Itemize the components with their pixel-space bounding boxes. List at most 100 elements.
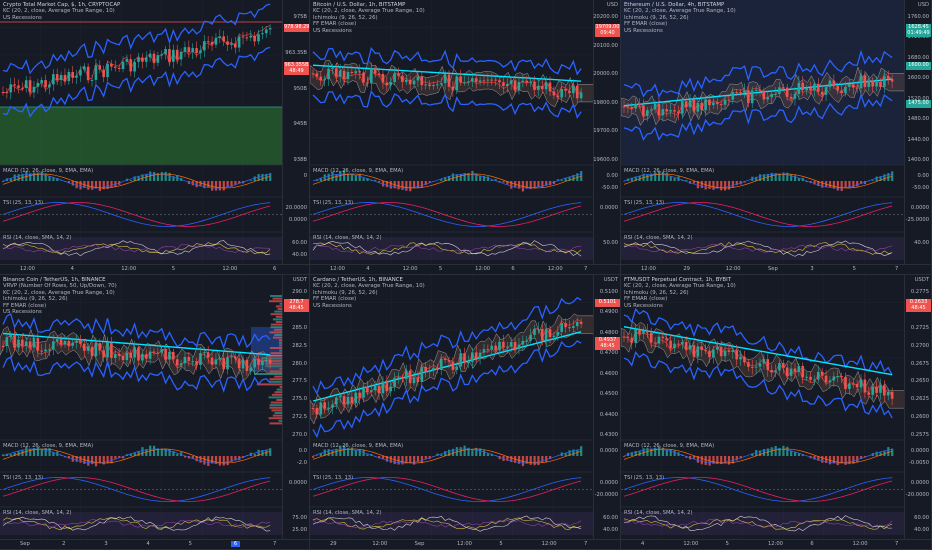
price-axis[interactable]: USDT 0.5100 0.4900 0.4800 0.4700 0.4600 0.4500…	[593, 275, 620, 549]
chart-panel-ftm[interactable]: FTMUSDT Perpetual Contract, 1h, BYBIT KC …	[621, 275, 932, 550]
indicator-tick: 40.00	[292, 252, 307, 258]
macd-bar	[137, 450, 140, 456]
tsi-line	[623, 477, 893, 502]
macd-bar	[665, 449, 668, 456]
indicator-label[interactable]: KC (20, 2, close, Average True Range, 10…	[3, 8, 115, 15]
symbol-title[interactable]: Bitcoin / U.S. Dollar, 1h, BITSTAMP	[313, 2, 406, 8]
time-tick: Sep	[768, 266, 778, 272]
rsi-label[interactable]: RSI (14, close, SMA, 14, 2)	[313, 510, 382, 516]
price-tag: 0.4937 48:45	[595, 337, 620, 351]
price-axis[interactable]: USD 1760.00 1720.00 1680.00 1600.00 1520.00 14…	[904, 0, 931, 274]
rsi-band	[621, 237, 905, 260]
candle	[335, 397, 338, 405]
rsi-line	[623, 518, 893, 528]
indicator-label[interactable]: FF EMAR (close)	[624, 296, 668, 303]
candle	[52, 341, 55, 350]
rsi-label[interactable]: RSI (14, close, SMA, 14, 2)	[624, 510, 693, 516]
time-axis[interactable]: 12:00 29 12:00 Sep 3 5 7	[621, 264, 931, 274]
candle	[867, 392, 871, 395]
macd-bar	[724, 181, 727, 191]
candle	[875, 81, 878, 87]
rsi-label[interactable]: RSI (14, close, SMA, 14, 2)	[3, 235, 72, 241]
tsi-label[interactable]: TSI (25, 13, 13)	[3, 475, 44, 481]
rsi-label[interactable]: RSI (14, close, SMA, 14, 2)	[624, 235, 693, 241]
macd-bar	[145, 449, 148, 456]
chart-panel-eth[interactable]: Ethereum / U.S. Dollar, 4h, BITSTAMP KC (…	[621, 0, 932, 275]
macd-bar	[724, 456, 727, 463]
chart-panel-bnb[interactable]: Binance Coin / TetherUS, 1h, BINANCE VRVP…	[0, 275, 310, 550]
price-axis[interactable]: USDT290.0287.5285.0282.5280.0277.5275.02…	[282, 275, 309, 549]
candle	[67, 341, 71, 346]
tsi-label[interactable]: TSI (25, 13, 13)	[313, 200, 354, 206]
keltner-band	[2, 3, 271, 75]
time-axis[interactable]: 12:00 4 12:00 5 12:00 6	[0, 264, 309, 274]
indicator-label[interactable]: KC (20, 2, close, Average True Range, 10…	[624, 8, 736, 15]
time-tick: 6	[273, 266, 277, 272]
price-axis[interactable]: USDT0.27750.27500.27250.27000.26750.2650…	[904, 275, 931, 549]
symbol-title[interactable]: FTMUSDT Perpetual Contract, 1h, BYBIT	[624, 277, 732, 283]
candle	[533, 81, 536, 90]
indicator-label[interactable]: FF EMAR (close)	[3, 302, 47, 309]
price-axis[interactable]: USD 20200.00 20100.00 20000.00 19800.00 19700…	[593, 0, 620, 274]
price-axis[interactable]: 975B 963.35B 950B 945B 938B 978.98.29 963.355B…	[282, 0, 309, 274]
macd-label[interactable]: MACD (12, 26, close, 9, EMA, EMA)	[624, 443, 715, 449]
candle	[754, 366, 758, 368]
time-axis[interactable]: 4 12:00 5 12:00 6 12:00 7	[621, 539, 931, 549]
indicator-label[interactable]: Ichimoku (9, 26, 52, 26)	[624, 289, 689, 296]
macd-label[interactable]: MACD (12, 26, close, 9, EMA, EMA)	[313, 443, 404, 449]
candle	[362, 386, 365, 398]
candle	[680, 341, 684, 345]
macd-label[interactable]: MACD (12, 26, close, 9, EMA, EMA)	[3, 168, 94, 174]
indicator-label[interactable]: KC (20, 2, close, Average True Range, 10…	[313, 283, 425, 290]
rsi-label[interactable]: RSI (14, close, SMA, 14, 2)	[313, 235, 382, 241]
candle	[249, 367, 253, 372]
macd-bar	[572, 449, 575, 456]
macd-bar	[793, 175, 797, 181]
indicator-label[interactable]: KC (20, 2, close, Average True Range, 10…	[624, 283, 736, 290]
symbol-title[interactable]: Binance Coin / TetherUS, 1h, BINANCE	[3, 277, 106, 283]
tsi-label[interactable]: TSI (25, 13, 13)	[313, 475, 354, 481]
macd-bar	[428, 456, 431, 459]
tsi-label[interactable]: TSI (25, 13, 13)	[3, 200, 44, 206]
rsi-label[interactable]: RSI (14, close, SMA, 14, 2)	[3, 510, 72, 516]
macd-bar	[630, 177, 633, 181]
time-axis[interactable]: Sep 2 3 4 5 6 7	[0, 539, 309, 549]
macd-label[interactable]: MACD (12, 26, close, 9, EMA, EMA)	[624, 168, 715, 174]
indicator-label[interactable]: FF EMAR (close)	[313, 296, 357, 303]
indicator-label[interactable]: US Recessions	[3, 309, 42, 316]
indicator-label[interactable]: Ichimoku (9, 26, 52, 26)	[313, 289, 378, 296]
indicator-label[interactable]: US Recessions	[313, 302, 352, 309]
indicator-label[interactable]: Ichimoku (9, 26, 52, 26)	[624, 14, 689, 21]
candle	[44, 349, 47, 352]
indicator-label[interactable]: KC (20, 2, close, Average True Range, 10…	[3, 289, 115, 296]
symbol-title[interactable]: Cardano / TetherUS, 1h, BINANCE	[313, 277, 403, 283]
indicator-label[interactable]: VRVP (Number Of Rows, 50, Up/Down, 70)	[3, 283, 117, 290]
candle	[548, 329, 552, 338]
price-tag: 19709.00 09:40	[595, 24, 620, 38]
tsi-label[interactable]: TSI (25, 13, 13)	[624, 475, 665, 481]
indicator-label[interactable]: Ichimoku (9, 26, 52, 26)	[313, 14, 378, 21]
time-axis[interactable]: 29 12:00 Sep 12:00 5 12:00 7	[310, 539, 620, 549]
macd-bar	[716, 456, 719, 465]
time-axis[interactable]: 12:00 4 12:00 5 12:00 6 12:00 7	[310, 264, 620, 274]
candle	[237, 36, 241, 48]
indicator-label[interactable]: US Recessions	[313, 27, 352, 34]
candle	[533, 328, 536, 335]
indicator-label[interactable]: FF EMAR (close)	[624, 21, 668, 28]
macd-label[interactable]: MACD (12, 26, close, 9, EMA, EMA)	[3, 443, 94, 449]
chart-panel-total[interactable]: Crypto Total Market Cap, $, 1h, CRYPTOCA…	[0, 0, 310, 275]
indicator-label[interactable]: FF EMAR (close)	[313, 21, 357, 28]
chart-panel-ada[interactable]: Cardano / TetherUS, 1h, BINANCE KC (20, 2…	[310, 275, 621, 550]
macd-label[interactable]: MACD (12, 26, close, 9, EMA, EMA)	[313, 168, 404, 174]
indicator-label[interactable]: US Recessions	[624, 27, 663, 34]
indicator-label[interactable]: US Recessions	[624, 302, 663, 309]
indicator-label[interactable]: US Recessions	[3, 14, 42, 21]
indicator-label[interactable]: Ichimoku (9, 26, 52, 26)	[3, 296, 68, 303]
candle	[890, 391, 894, 399]
symbol-title[interactable]: Crypto Total Market Cap, $, 1h, CRYPTOCA…	[3, 2, 121, 8]
candle	[48, 349, 51, 351]
chart-panel-btc[interactable]: Bitcoin / U.S. Dollar, 1h, BITSTAMP KC (2…	[310, 0, 621, 275]
indicator-label[interactable]: KC (20, 2, close, Average True Range, 10…	[313, 8, 425, 15]
tsi-label[interactable]: TSI (25, 13, 13)	[624, 200, 665, 206]
symbol-title[interactable]: Ethereum / U.S. Dollar, 4h, BITSTAMP	[624, 2, 725, 8]
